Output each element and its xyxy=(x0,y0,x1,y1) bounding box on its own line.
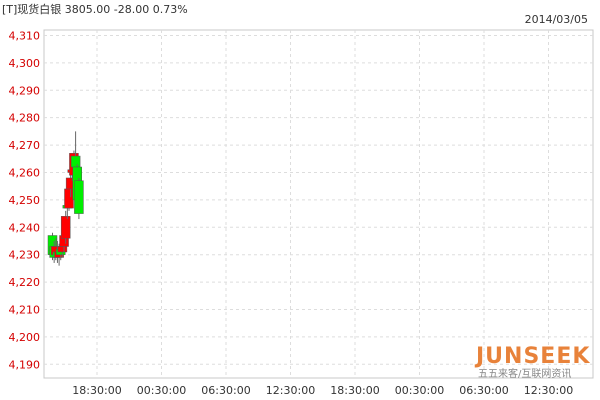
candle-body xyxy=(70,155,81,168)
watermark-subtitle: 五五来客/互联网资讯 xyxy=(478,367,571,380)
x-tick-label: 12:30:00 xyxy=(524,384,573,397)
x-tick-label: 06:30:00 xyxy=(459,384,508,397)
candles xyxy=(47,131,84,266)
watermark: JUNSEEK 五五来客/互联网资讯 xyxy=(474,344,590,380)
candle-body xyxy=(64,188,74,209)
y-tick-label: 4,200 xyxy=(9,331,41,344)
y-tick-label: 4,250 xyxy=(9,194,41,207)
y-tick-label: 4,190 xyxy=(9,358,41,371)
instrument-quote: [T]现货白银 3805.00 -28.00 0.73% xyxy=(2,3,188,16)
grid-lines xyxy=(44,30,593,378)
y-tick-label: 4,270 xyxy=(9,139,41,152)
y-tick-label: 4,300 xyxy=(9,57,41,70)
y-tick-label: 4,260 xyxy=(9,166,41,179)
x-tick-label: 00:30:00 xyxy=(395,384,444,397)
candle-body xyxy=(60,216,71,239)
x-tick-label: 00:30:00 xyxy=(137,384,186,397)
x-tick-label: 12:30:00 xyxy=(266,384,315,397)
candle xyxy=(60,210,71,244)
y-tick-label: 4,210 xyxy=(9,303,41,316)
y-tick-label: 4,310 xyxy=(9,29,41,42)
chart-date: 2014/03/05 xyxy=(524,13,588,26)
plot-area-border xyxy=(43,29,594,379)
y-tick-label: 4,280 xyxy=(9,112,41,125)
candle xyxy=(74,177,84,220)
y-tick-label: 4,240 xyxy=(9,221,41,234)
x-axis-ticks: 18:30:00 00:30:00 06:30:00 12:30:00 18:30:00… xyxy=(72,384,573,397)
candle-body xyxy=(74,180,84,214)
x-tick-label: 18:30:00 xyxy=(330,384,379,397)
x-tick-label: 06:30:00 xyxy=(201,384,250,397)
candle-body xyxy=(57,246,68,253)
y-tick-label: 4,220 xyxy=(9,276,41,289)
y-tick-label: 4,230 xyxy=(9,249,41,262)
watermark-logo: JUNSEEK xyxy=(474,344,590,369)
y-axis-ticks: 4,190 4,200 4,210 4,220 4,230 4,240 4,250 4,260… xyxy=(9,29,41,371)
y-tick-label: 4,290 xyxy=(9,84,41,97)
x-tick-label: 18:30:00 xyxy=(72,384,121,397)
